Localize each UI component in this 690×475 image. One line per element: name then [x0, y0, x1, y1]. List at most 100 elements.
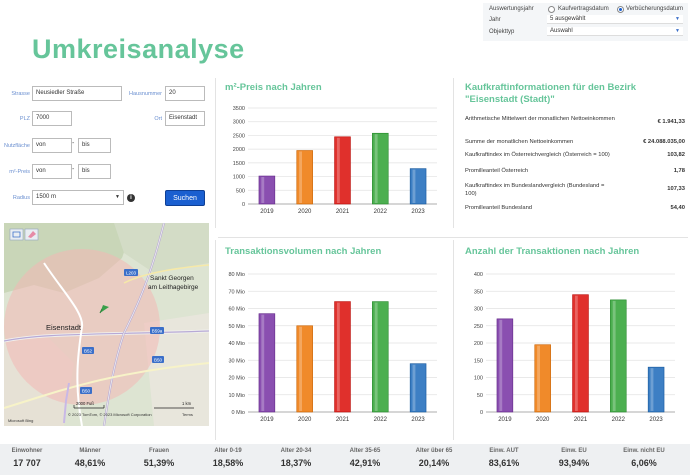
jahr-label: Jahr — [489, 17, 501, 23]
road-label: B59a — [152, 329, 163, 334]
y-tick-label: 2000 — [233, 147, 245, 153]
y-tick-label: 150 — [474, 358, 483, 364]
stat-item: Männer 48,61% — [59, 448, 121, 468]
stat-value: 6,06% — [631, 458, 657, 468]
stat-value: 42,91% — [349, 458, 381, 468]
select-area-icon — [12, 231, 21, 238]
x-tick-label: 2019 — [498, 417, 512, 423]
radio-kaufvertrag[interactable] — [548, 6, 555, 13]
stat-item: Einw. AUT 83,61% — [473, 448, 535, 468]
nutzflaeche-bis-input[interactable]: bis — [78, 138, 111, 153]
stat-label: Einw. EU — [561, 448, 587, 454]
objekttyp-select[interactable]: Auswahl ▼ — [547, 27, 683, 36]
radio-kaufvertrag-label[interactable]: Kaufvertragsdatum — [558, 6, 609, 12]
y-tick-label: 20 Mio — [228, 376, 245, 382]
x-tick-label: 2022 — [374, 417, 388, 423]
kaufkraft-value: € 24.088.035,00 — [643, 139, 685, 145]
bar-highlight — [299, 326, 303, 411]
kaufkraft-label: Kaufkraftindex im Bundeslandvergleich (B… — [465, 183, 605, 197]
radio-verbuecherung-label[interactable]: Verbücherungsdatum — [626, 6, 684, 12]
x-tick-label: 2019 — [260, 417, 274, 423]
page-title: Umkreisanalyse — [32, 34, 245, 64]
map-select-tool[interactable] — [9, 228, 24, 241]
bar — [647, 366, 665, 413]
y-tick-label: 400 — [474, 272, 483, 278]
radio-verbuecherung[interactable] — [617, 6, 624, 13]
map-canvas[interactable]: L203 B59a B52 B50 B50 Eisenstadt Sankt G… — [4, 223, 209, 426]
stat-item: Frauen 51,39% — [128, 448, 190, 468]
bar-highlight — [499, 319, 503, 411]
settings-panel: Auswertungsjahr Kaufvertragsdatum Verbüc… — [483, 3, 688, 41]
preis-label: m²-Preis — [9, 169, 30, 175]
place-label: am Leithagebirge — [148, 284, 199, 291]
bar — [572, 294, 589, 413]
stat-label: Alter über 65 — [415, 448, 453, 454]
road-label: B52 — [84, 349, 93, 354]
nutzflaeche-von-input[interactable]: von — [32, 138, 72, 153]
stat-item: Alter 35-65 42,91% — [334, 448, 396, 468]
bar — [296, 325, 313, 413]
road-label: B50 — [154, 358, 163, 363]
year-label: Auswertungsjahr — [489, 6, 534, 12]
strasse-label: Strasse — [11, 91, 30, 97]
map[interactable]: L203 B59a B52 B50 B50 Eisenstadt Sankt G… — [4, 223, 209, 426]
search-button[interactable]: Suchen — [165, 190, 205, 206]
kaufkraft-value: 54,40 — [670, 205, 685, 211]
scale-bar — [73, 405, 194, 409]
chart-anzahl: 0 50 100 150 200 250 300 350 400 2019 2020 2021 2022… — [474, 272, 675, 423]
preis-bis-input[interactable]: bis — [78, 164, 111, 179]
stat-value: 51,39% — [143, 458, 175, 468]
stat-label: Alter 20-34 — [280, 448, 312, 454]
x-tick-label: 2022 — [612, 417, 626, 423]
stat-item: Alter über 65 20,14% — [403, 448, 465, 468]
stat-label: Frauen — [148, 448, 169, 454]
stat-item: Einwohner 17 707 — [0, 448, 58, 468]
scale-label: 1 km — [182, 401, 192, 406]
road-shield — [80, 387, 92, 394]
x-tick-label: 2022 — [374, 209, 388, 215]
map-copyright: © 2023 TomTom, © 2023 Microsoft Corporat… — [68, 412, 152, 417]
stat-item: Einw. nicht EU 6,06% — [613, 448, 675, 468]
y-tick-label: 30 Mio — [228, 358, 245, 364]
road-shield — [150, 327, 164, 334]
stat-value: 20,14% — [418, 458, 450, 468]
jahr-select[interactable]: 5 ausgewählt ▼ — [547, 15, 683, 24]
y-tick-label: 50 — [477, 393, 483, 399]
bar-highlight — [336, 302, 340, 411]
divider — [215, 240, 216, 440]
info-icon[interactable]: i — [127, 194, 135, 202]
bar — [534, 344, 551, 413]
preis-von-input[interactable]: von — [32, 164, 72, 179]
y-tick-label: 3500 — [233, 106, 245, 112]
strasse-input[interactable]: Neusiedler Straße — [32, 86, 122, 101]
section-title-preis: m²-Preis nach Jahren — [225, 82, 322, 93]
stat-label: Männer — [79, 448, 101, 454]
radius-select[interactable]: 1500 m ▼ — [32, 190, 124, 205]
ort-label: Ort — [154, 116, 162, 122]
x-tick-label: 2021 — [574, 417, 588, 423]
kaufkraft-label: Promilleanteil Bundesland — [465, 205, 533, 211]
ort-input[interactable]: Eisenstadt — [165, 111, 205, 126]
bar — [334, 136, 351, 205]
eraser-icon — [28, 231, 36, 238]
hausnummer-label: Hausnummer — [128, 91, 162, 97]
bar-highlight — [574, 295, 578, 411]
road-shield — [124, 269, 138, 276]
plz-input[interactable]: 7000 — [32, 111, 72, 126]
bar-highlight — [299, 151, 303, 203]
plz-label: PLZ — [19, 116, 30, 122]
y-tick-label: 300 — [474, 307, 483, 313]
map-terms-link[interactable]: Terms — [182, 412, 193, 417]
y-tick-label: 200 — [474, 341, 483, 347]
stat-value: 83,61% — [488, 458, 520, 468]
y-tick-label: 3000 — [233, 120, 245, 126]
x-tick-label: 2019 — [260, 209, 274, 215]
x-tick-label: 2020 — [536, 417, 550, 423]
hausnummer-input[interactable]: 20 — [165, 86, 205, 101]
kaufkraft-label: Promilleanteil Österreich — [465, 168, 529, 174]
kaufkraft-value: € 1.941,33 — [657, 119, 685, 125]
chart-volumen: 0 Mio 10 Mio 20 Mio 30 Mio 40 Mio 50 Mio 60 Mi… — [228, 272, 437, 423]
section-title-anzahl: Anzahl der Transaktionen nach Jahren — [465, 246, 640, 257]
bar — [409, 363, 427, 413]
road-shield — [152, 356, 164, 363]
